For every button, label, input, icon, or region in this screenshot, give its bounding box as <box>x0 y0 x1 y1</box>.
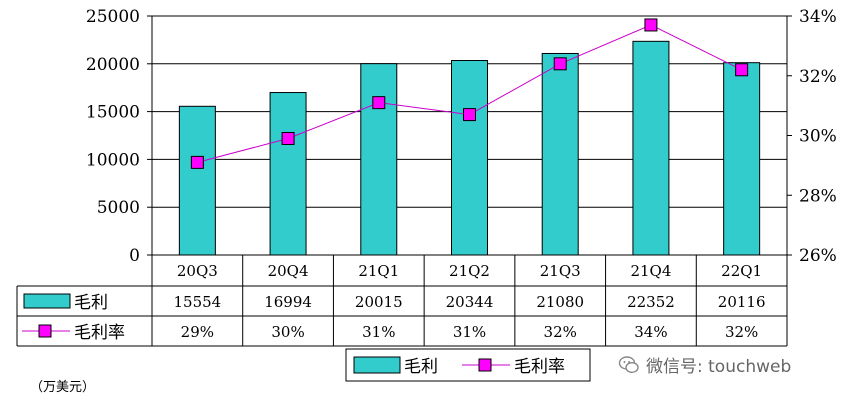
bar-21Q3 <box>541 52 579 256</box>
legend-label-gross-profit: 毛利 <box>404 357 438 377</box>
marker-20Q3 <box>190 155 204 169</box>
table-cell-gross-profit: 15554 <box>173 293 221 311</box>
unit-label: （万美元） <box>30 380 96 395</box>
table-cell-gross-profit: 16994 <box>264 293 312 311</box>
marker-21Q1 <box>372 96 386 110</box>
row-key-marker <box>38 324 52 338</box>
left-axis-tick-label: 20000 <box>86 55 140 75</box>
table-cell-margin: 32% <box>544 323 577 341</box>
category-label: 20Q3 <box>177 262 218 280</box>
table-cell-gross-profit: 20344 <box>446 293 494 311</box>
legend-key-marker <box>478 358 492 372</box>
table-cell-margin: 30% <box>271 323 304 341</box>
category-label: 21Q4 <box>630 262 671 280</box>
left-axis-tick-label: 15000 <box>86 103 140 123</box>
wechat-icon <box>618 355 639 373</box>
table-cell-gross-profit: 22352 <box>627 293 675 311</box>
watermark-text: 微信号: touchweb <box>646 357 792 377</box>
table-cell-margin: 34% <box>634 323 667 341</box>
table-cell-gross-profit: 20116 <box>718 293 766 311</box>
marker-21Q3 <box>553 57 567 71</box>
bar-21Q1 <box>360 63 398 256</box>
left-axis-tick-label: 5000 <box>97 198 140 218</box>
left-axis-tick-label: 0 <box>129 246 140 266</box>
table-cell-margin: 29% <box>181 323 214 341</box>
watermark: 微信号: touchweb <box>618 352 791 377</box>
marker-21Q2 <box>463 108 476 122</box>
marker-21Q4 <box>644 18 658 32</box>
right-axis-tick-label: 30% <box>799 127 837 147</box>
row-key-bar <box>23 293 71 309</box>
category-label: 22Q1 <box>721 262 762 280</box>
left-axis-tick-label: 25000 <box>86 7 140 27</box>
row-label-gross-profit: 毛利 <box>74 293 108 313</box>
table-cell-margin: 31% <box>453 323 486 341</box>
bar-21Q4 <box>632 40 670 256</box>
right-axis-tick-label: 28% <box>799 186 837 206</box>
left-axis-tick-label: 10000 <box>86 150 140 170</box>
right-axis-tick-label: 26% <box>799 246 837 266</box>
category-label: 21Q3 <box>540 262 581 280</box>
right-axis-tick-label: 32% <box>799 67 837 87</box>
category-label: 21Q2 <box>449 262 490 280</box>
category-label: 21Q1 <box>358 262 399 280</box>
marker-20Q4 <box>281 131 295 145</box>
table-cell-margin: 31% <box>362 323 395 341</box>
bar-20Q4 <box>269 92 307 256</box>
marker-22Q1 <box>735 63 749 77</box>
table-cell-margin: 32% <box>725 323 758 341</box>
legend-label-margin: 毛利率 <box>514 357 565 377</box>
table-cell-gross-profit: 21080 <box>536 293 584 311</box>
legend-key-bar <box>353 356 401 374</box>
bar-22Q1 <box>723 62 761 256</box>
bar-20Q3 <box>178 105 216 256</box>
right-axis-tick-label: 34% <box>799 7 837 27</box>
category-label: 20Q4 <box>268 262 309 280</box>
row-label-margin: 毛利率 <box>74 323 125 343</box>
bar-21Q2 <box>451 60 488 256</box>
table-cell-gross-profit: 20015 <box>355 293 403 311</box>
